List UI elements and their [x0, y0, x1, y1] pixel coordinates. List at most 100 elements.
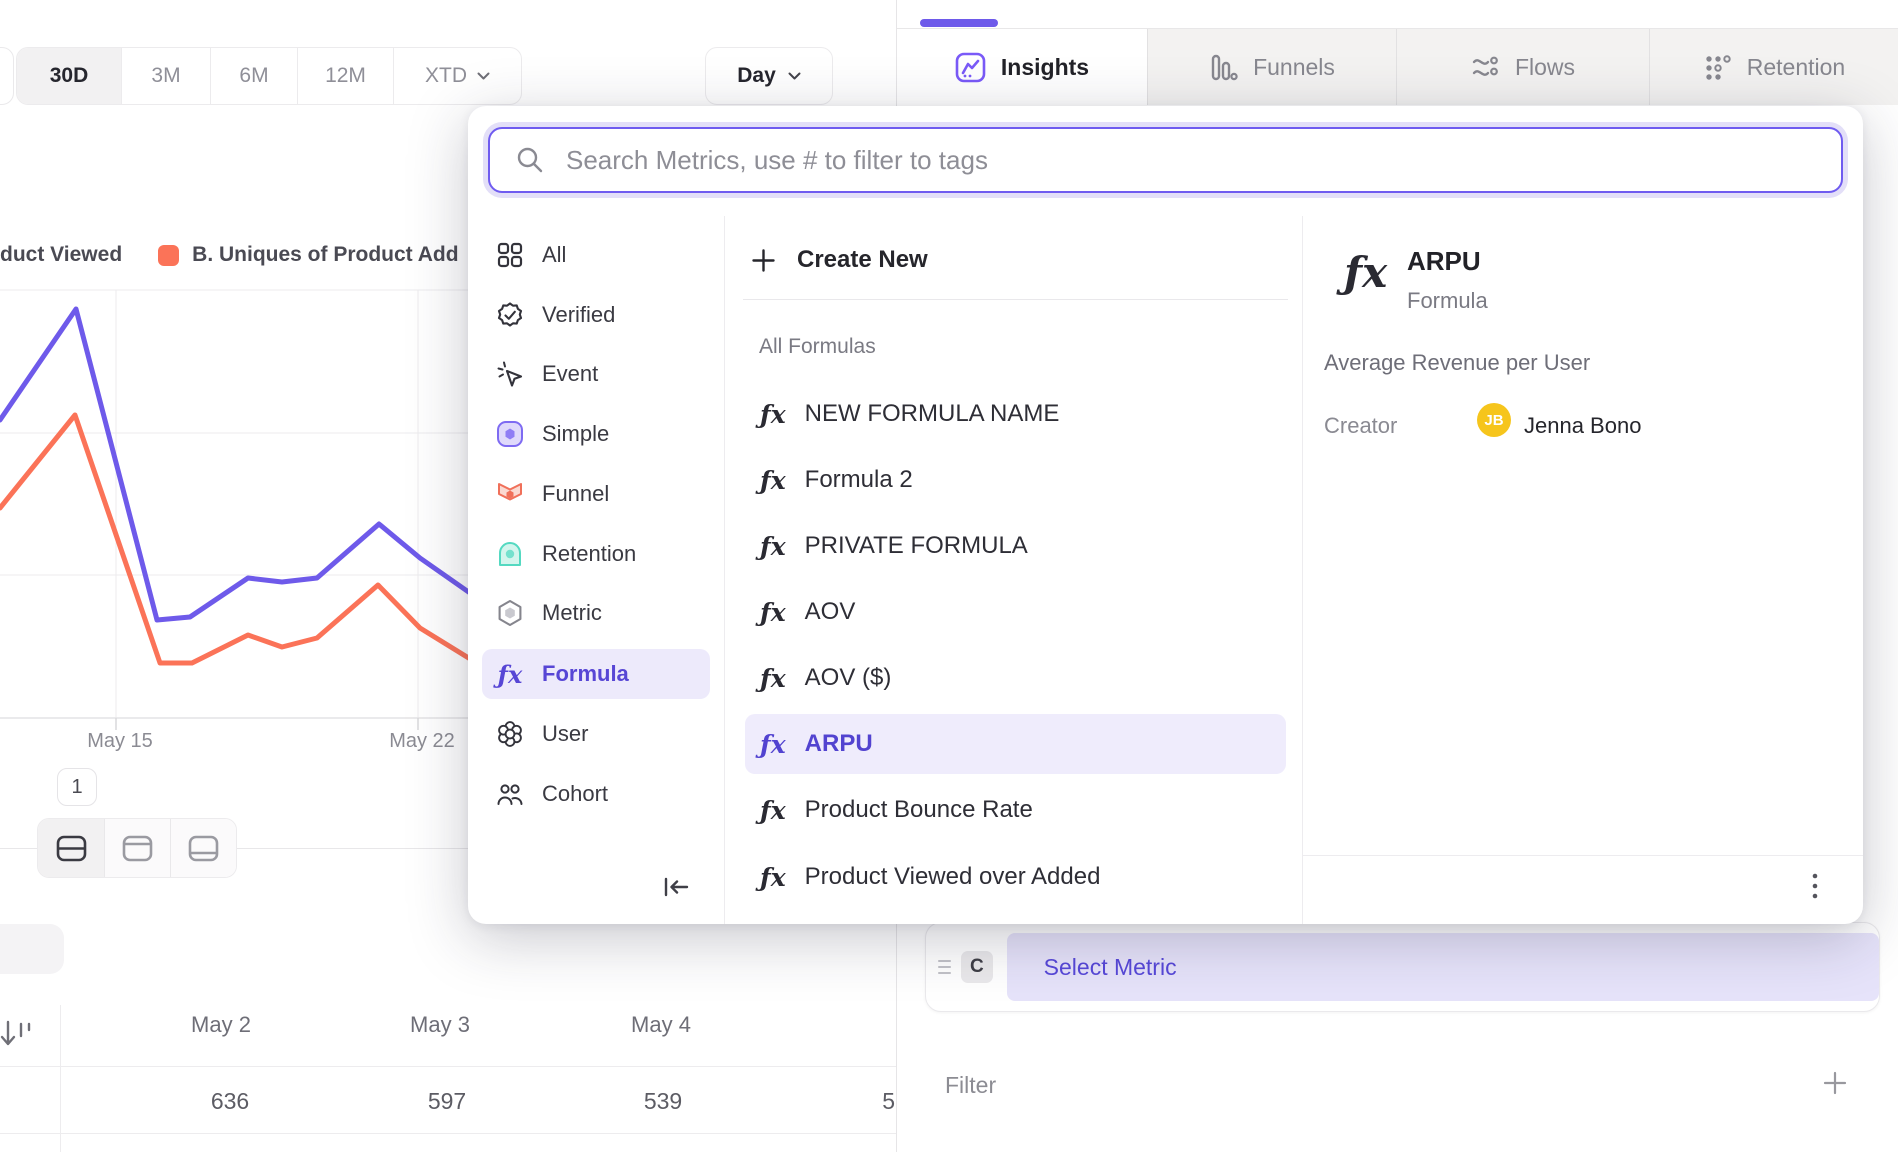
layout-bottom-icon [188, 835, 219, 861]
formula-item-product-viewed-over-added[interactable]: ƒx Product Viewed over Added [745, 847, 1286, 907]
category-funnel[interactable]: Funnel [482, 469, 710, 519]
creator-name: Jenna Bono [1524, 413, 1642, 438]
chart-legend: duct Viewed B. Uniques of Product Add [0, 240, 459, 270]
layout-table-only-button[interactable] [170, 819, 236, 877]
category-event[interactable]: Event [482, 349, 710, 399]
range-3m-button[interactable]: 3M [121, 48, 210, 104]
category-all[interactable]: All [482, 230, 710, 280]
fx-icon: ƒx [760, 465, 786, 495]
simple-icon [495, 419, 525, 449]
tab-insights[interactable]: Insights [897, 29, 1147, 105]
tab-flows[interactable]: Flows [1396, 29, 1649, 105]
category-retention[interactable]: Retention [482, 529, 710, 579]
formula-item-label: ARPU [804, 730, 873, 757]
legend-series-b-label[interactable]: B. Uniques of Product Add [192, 243, 459, 266]
metric-search-box [488, 127, 1843, 193]
table-header-may5[interactable]: May [822, 1012, 896, 1038]
divider [743, 299, 1288, 300]
category-label: Cohort [542, 781, 609, 806]
formula-icon: ƒx [497, 659, 523, 689]
formula-item-label: AOV [804, 598, 856, 625]
fx-icon: ƒx [1344, 248, 1388, 297]
select-metric-button[interactable]: Select Metric [1006, 933, 1879, 1001]
category-metric[interactable]: Metric [482, 588, 710, 638]
grid-icon [495, 240, 525, 270]
range-xtd-label: XTD [425, 64, 467, 87]
range-12m-button[interactable]: 12M [297, 48, 393, 104]
formula-list: Create New All Formulas ƒx NEW FORMULA N… [725, 216, 1303, 924]
tab-funnels[interactable]: Funnels [1147, 29, 1396, 105]
collapse-panel-icon[interactable] [662, 876, 690, 898]
range-button-fragment[interactable] [0, 47, 14, 105]
tab-insights-label: Insights [1000, 53, 1090, 80]
granularity-dropdown[interactable]: Day [705, 47, 833, 105]
more-options-icon[interactable] [1811, 872, 1819, 900]
legend-series-a-label[interactable]: duct Viewed [0, 243, 123, 266]
formula-item-label: Product Viewed over Added [804, 863, 1101, 890]
range-xtd-button[interactable]: XTD [393, 48, 521, 104]
tab-funnels-label: Funnels [1253, 53, 1335, 80]
series-a-line[interactable] [0, 306, 483, 623]
legend-series-b-swatch [158, 244, 180, 266]
formula-detail-description: Average Revenue per User [1324, 350, 1591, 375]
layout-chart-only-button[interactable] [104, 819, 170, 877]
category-label: User [542, 721, 589, 746]
category-formula[interactable]: ƒx Formula [482, 649, 710, 699]
formula-item-aov[interactable]: ƒx AOV [745, 582, 1286, 642]
formula-item-label: NEW FORMULA NAME [804, 400, 1060, 427]
table-header-may4[interactable]: May 4 [631, 1012, 691, 1037]
layout-toggle-group [37, 818, 237, 878]
range-6m-button[interactable]: 6M [210, 48, 297, 104]
range-30d-button[interactable]: 30D [17, 48, 121, 104]
tab-retention[interactable]: Retention [1649, 29, 1898, 105]
category-simple[interactable]: Simple [482, 409, 710, 459]
creator-avatar: JB [1477, 403, 1511, 437]
table-cell-3: 539 [643, 1088, 683, 1114]
drag-handle[interactable] [938, 960, 951, 974]
layout-split-icon [56, 835, 86, 861]
formula-item-label: AOV ($) [804, 664, 892, 691]
formula-item-new-formula-name[interactable]: ƒx NEW FORMULA NAME [745, 384, 1286, 444]
verified-icon [495, 300, 525, 330]
chevron-down-icon [788, 72, 801, 80]
metric-search-input[interactable] [566, 144, 1766, 176]
filter-section: Filter [897, 1058, 1898, 1114]
table-header-may2[interactable]: May 2 [191, 1012, 251, 1037]
category-verified[interactable]: Verified [482, 290, 710, 340]
formula-item-aov-dollar[interactable]: ƒx AOV ($) [745, 648, 1286, 708]
x-axis-label-may15: May 15 [87, 730, 153, 752]
table-divider [0, 1133, 896, 1134]
formula-item-formula-2[interactable]: ƒx Formula 2 [745, 450, 1286, 510]
divider [1303, 855, 1863, 856]
formula-detail-type: Formula [1407, 288, 1488, 313]
category-label: Event [542, 361, 599, 386]
retention-icon [495, 539, 525, 569]
table-tab-pill[interactable] [0, 924, 64, 974]
add-filter-button[interactable] [1822, 1070, 1848, 1096]
fx-icon: ƒx [760, 862, 786, 892]
formula-item-arpu[interactable]: ƒx ARPU [745, 714, 1286, 774]
insights-icon [955, 52, 986, 82]
category-label: Metric [542, 600, 602, 625]
category-cohort[interactable]: Cohort [482, 769, 710, 819]
fx-icon: ƒx [760, 597, 786, 627]
tab-retention-label: Retention [1746, 53, 1846, 80]
table-divider [0, 1066, 896, 1067]
series-b-line[interactable] [0, 412, 483, 668]
fx-icon: ƒx [760, 531, 786, 561]
category-label: Retention [542, 541, 637, 566]
user-icon [495, 719, 525, 749]
sort-descending-icon[interactable] [0, 1016, 36, 1052]
formula-item-private-formula[interactable]: ƒx PRIVATE FORMULA [745, 516, 1286, 576]
table-header-may3[interactable]: May 3 [410, 1012, 470, 1037]
x-axis-label-may22: May 22 [389, 730, 455, 752]
fx-icon: ƒx [760, 729, 786, 759]
formula-item-label: Product Bounce Rate [804, 796, 1033, 823]
layout-split-button[interactable] [38, 819, 104, 877]
search-icon [517, 147, 543, 173]
category-label: Funnel [542, 481, 610, 506]
pagination-badge[interactable]: 1 [57, 768, 97, 806]
create-new-button[interactable]: Create New [751, 232, 928, 288]
formula-item-product-bounce-rate[interactable]: ƒx Product Bounce Rate [745, 780, 1286, 840]
category-user[interactable]: User [482, 709, 710, 759]
